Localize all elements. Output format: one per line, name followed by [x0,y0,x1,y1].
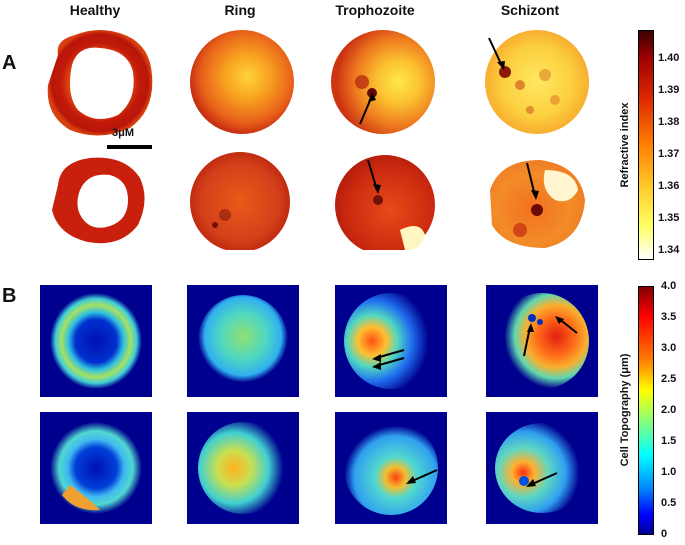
colorbar-b-tick: 3.0 [661,342,677,354]
cell-a-ring-2 [190,152,290,250]
colorbar-a-tick: 1.34 [658,244,680,256]
cell-b-trophozoite-2 [344,421,438,515]
colorbar-a-label: Refractive index [619,102,631,188]
cell-b-ring-1 [198,295,288,387]
cell-b-healthy-1 [50,293,142,389]
column-title-schizont: Schizont [500,2,560,18]
colorbar-b-tick: 2.5 [661,373,677,385]
cell-b-trophozoite-1 [344,293,438,389]
colorbar-a-tick: 1.35 [658,212,680,224]
colorbar-b-tick: 4.0 [661,280,677,292]
cell-a-healthy-2 [52,157,145,244]
panel-a-images [47,30,589,250]
colorbar-b [638,286,654,535]
panel-label-b: B [2,285,17,307]
cell-a-healthy-1 [47,30,153,136]
colorbar-b-tick: 1.5 [661,435,677,447]
colorbar-a-tick: 1.38 [658,116,680,128]
panel-label-a: A [2,52,17,74]
cell-a-schizont-1 [485,30,589,134]
column-title-healthy: Healthy [69,2,121,18]
colorbar-b-tick: 0 [661,528,668,540]
cell-a-trophozoite-2 [335,155,435,250]
colorbar-b-tick: 2.0 [661,404,677,416]
panel-b-images [40,285,598,524]
colorbar-a-tick: 1.37 [658,148,680,160]
colorbar-a [638,30,654,260]
cell-b-schizont-1 [495,293,589,389]
colorbar-b-tick: 1.0 [661,466,677,478]
column-title-trophozoite: Trophozoite [335,2,415,18]
cell-a-ring-1 [190,30,294,134]
cell-b-healthy-2 [50,422,142,514]
cell-b-schizont-2 [495,423,589,513]
colorbar-a-tick: 1.39 [658,84,680,96]
scale-bar-label: 3μM [112,127,135,139]
colorbar-b-label: Cell Topography (μm) [619,353,631,467]
colorbar-a-tick: 1.40 [658,52,680,64]
colorbar-a-tick: 1.36 [658,180,680,192]
cell-a-schizont-2 [490,160,585,248]
column-title-ring: Ring [224,2,256,18]
cell-b-ring-2 [198,422,288,514]
colorbar-b-tick: 3.5 [661,311,677,323]
colorbar-b-tick: 0.5 [661,497,677,509]
cell-a-trophozoite-1 [331,30,435,134]
